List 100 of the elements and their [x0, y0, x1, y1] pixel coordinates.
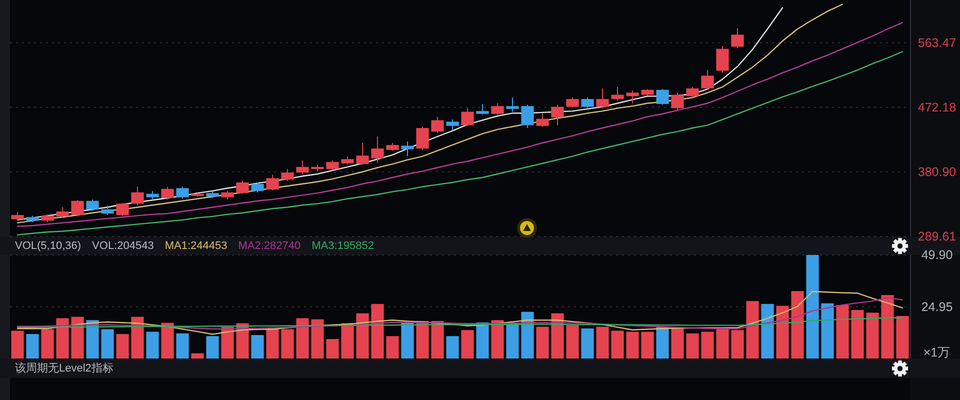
bar — [431, 320, 444, 358]
candlestick — [326, 160, 339, 170]
candlestick — [686, 86, 699, 98]
candlestick — [251, 182, 264, 193]
candlestick — [506, 97, 519, 112]
candlestick — [131, 186, 144, 206]
bar — [191, 353, 204, 358]
candlestick — [491, 102, 504, 116]
candlestick — [101, 205, 114, 216]
bar — [461, 330, 474, 358]
candlestick — [236, 180, 249, 194]
candlestick — [656, 88, 669, 106]
bar — [221, 326, 234, 358]
bar — [26, 334, 39, 358]
candlestick — [461, 108, 474, 126]
bar — [581, 328, 594, 358]
bar — [776, 306, 789, 358]
candlestick — [671, 92, 684, 110]
bar — [626, 332, 639, 358]
y-tick-label: 563.47 — [918, 36, 956, 50]
bar — [851, 310, 864, 358]
candlestick — [581, 97, 594, 108]
candlestick — [446, 119, 459, 131]
line-series — [16, 51, 904, 236]
bar — [806, 255, 819, 358]
bar — [716, 328, 729, 358]
bar — [821, 303, 834, 358]
bar — [311, 319, 324, 358]
line-series — [16, 297, 904, 330]
line-series — [16, 22, 904, 227]
bar — [161, 322, 174, 358]
text: VOL:204543 — [92, 240, 154, 252]
bar — [896, 316, 909, 358]
candlestick — [611, 86, 624, 101]
text: MA3:195852 — [312, 240, 374, 252]
bar — [491, 320, 504, 358]
candlestick — [176, 186, 189, 200]
bar — [251, 335, 264, 358]
bar — [341, 323, 354, 358]
candlestick — [296, 160, 309, 174]
bar — [296, 318, 309, 358]
bar — [206, 336, 219, 358]
bar — [176, 333, 189, 358]
bar — [746, 301, 759, 358]
candlestick — [356, 142, 369, 166]
candlestick — [431, 116, 444, 134]
text: 该周期无Level2指标 — [15, 362, 114, 374]
bar — [686, 333, 699, 358]
candlestick — [596, 88, 609, 109]
y-axis-title: ×1万 — [923, 346, 951, 360]
bar — [131, 316, 144, 358]
bar — [101, 329, 114, 358]
bar — [506, 322, 519, 358]
bar — [881, 295, 894, 358]
bar — [671, 328, 684, 358]
bar — [641, 332, 654, 358]
bar — [56, 318, 69, 358]
bar — [401, 322, 414, 358]
text: MA2:282740 — [238, 240, 301, 252]
candlestick — [56, 206, 69, 218]
bar — [791, 291, 804, 358]
y-tick-label: 380.90 — [918, 164, 956, 179]
candlestick — [401, 140, 414, 157]
candlestick — [371, 136, 384, 164]
bar — [566, 325, 579, 358]
bar — [866, 312, 879, 358]
bar — [611, 330, 624, 358]
bar — [701, 332, 714, 358]
bar — [836, 304, 849, 358]
bar — [71, 316, 84, 358]
candlestick — [86, 198, 99, 212]
candlestick — [521, 104, 534, 129]
chart-title: VOL(5,10,36) — [15, 240, 82, 252]
candlestick — [266, 174, 279, 191]
line-series — [16, 317, 904, 328]
bar — [326, 339, 339, 358]
bar — [86, 320, 99, 358]
bar — [596, 326, 609, 358]
bar — [761, 304, 774, 358]
bar — [656, 326, 669, 358]
candlestick — [71, 200, 84, 216]
candlestick — [716, 45, 729, 74]
candlestick — [281, 168, 294, 182]
candlestick — [416, 126, 429, 150]
bar — [731, 330, 744, 358]
candlestick — [536, 112, 549, 128]
candlestick — [551, 104, 564, 126]
candlestick — [146, 190, 159, 201]
candlestick — [116, 202, 129, 216]
bar — [416, 320, 429, 358]
bar — [386, 336, 399, 358]
bar — [551, 313, 564, 358]
candlestick — [476, 103, 489, 116]
y-tick-label: 24.95 — [921, 300, 953, 314]
candlestick — [566, 97, 579, 108]
y-tick-label: 289.61 — [918, 230, 956, 244]
bar — [371, 304, 384, 358]
bar — [536, 326, 549, 358]
bar — [446, 336, 459, 358]
bar — [266, 328, 279, 358]
